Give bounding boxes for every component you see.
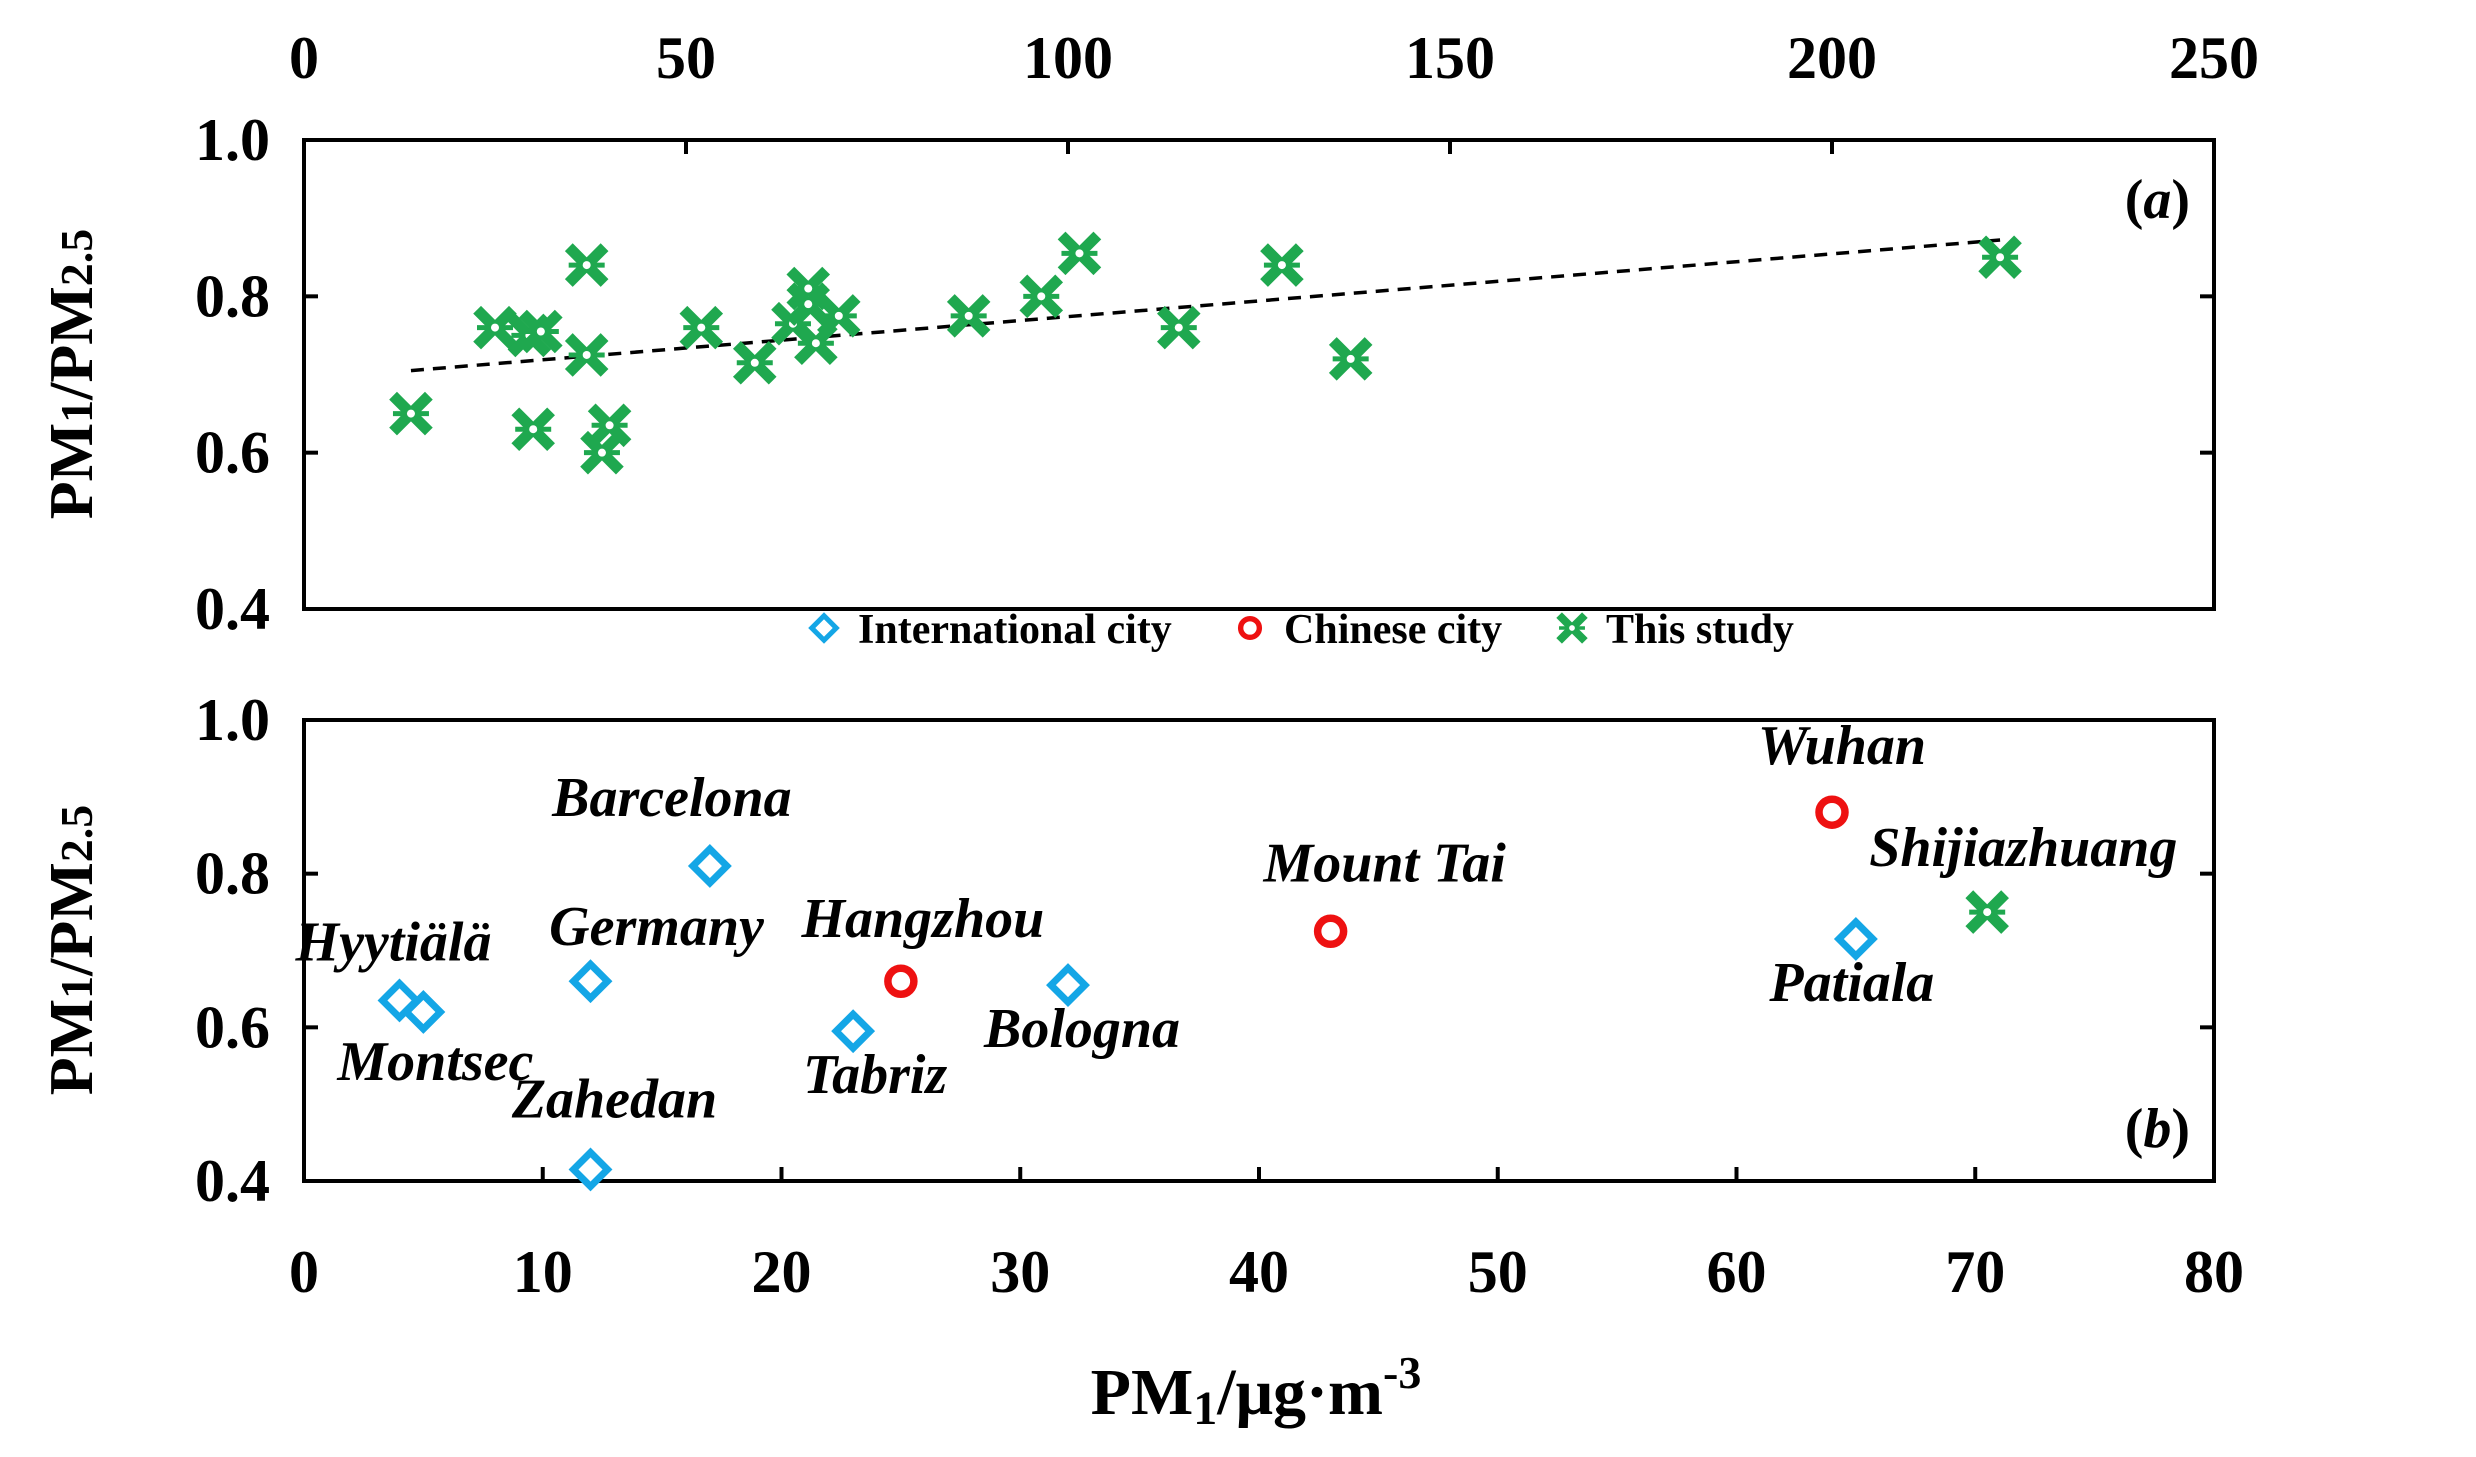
legend-marker: [1556, 612, 1588, 644]
data-point-this-study: [587, 403, 632, 448]
x-tick-label: 50: [656, 25, 716, 91]
x-tick-label: 150: [1405, 25, 1495, 91]
data-point-this-study: [1978, 235, 2022, 280]
x-tick-label: 100: [1023, 25, 1113, 91]
data-point-this-study: [817, 294, 861, 338]
data-point-this-study: [1260, 243, 1304, 287]
data-point-this-study: [564, 333, 609, 377]
point-label-hangzhou: Hangzhou: [800, 888, 1044, 950]
data-point-this-study: [519, 309, 563, 354]
y-tick-label: 0.6: [195, 994, 270, 1060]
y-tick-label: 1.0: [195, 687, 270, 753]
data-point-tabriz: [831, 1009, 876, 1054]
x-tick-label: 200: [1787, 25, 1877, 91]
x-tick-label: 0: [289, 1239, 319, 1305]
x-tick-label: 70: [1945, 1239, 2005, 1305]
x-tick-label: 60: [1707, 1239, 1767, 1305]
panel-a-y-axis-label: PM1/PM2.5: [38, 229, 106, 520]
x-tick-label: 40: [1229, 1239, 1289, 1305]
data-point-montsec: [401, 990, 446, 1034]
panel-a-label: (a): [2125, 169, 2190, 231]
legend-item: International city: [808, 607, 1172, 653]
data-point-this-study: [389, 391, 433, 436]
point-label-zahedan: Zahedan: [511, 1068, 717, 1130]
trendline: [410, 238, 2001, 373]
legend-label: Chinese city: [1284, 607, 1502, 653]
panel-a-points: [389, 231, 2022, 475]
panel-b: 0 10 20 30 40 50 60 70 80 0.4 0.6 0.8 1.0 Hyytiälä M…: [38, 687, 2244, 1435]
panel-b-x-ticks: 0 10 20 30 40 50 60 70 80: [289, 1167, 2244, 1305]
panel-b-y-axis-label: PM1/PM2.5: [38, 805, 106, 1096]
legend-item: This study: [1556, 607, 1794, 653]
x-tick-label: 80: [2184, 1239, 2244, 1305]
y-tick-label: 0.8: [195, 263, 270, 329]
point-label-germany: Germany: [549, 896, 765, 958]
data-point-this-study: [1019, 274, 1064, 319]
data-point-this-study: [679, 305, 724, 350]
panel-b-point-labels: Hyytiälä Montsec Germany Zahedan Barcelona Ta…: [295, 715, 2178, 1130]
point-label-barcelona: Barcelona: [551, 767, 792, 829]
data-point-hangzhou: [884, 964, 918, 998]
x-axis-label: PM1/μg·m-3: [1091, 1347, 1422, 1435]
data-point-this-study: [1157, 305, 1201, 350]
point-label-shijiazhuang: Shijiazhuang: [1869, 817, 2177, 879]
point-label-wuhan: Wuhan: [1758, 715, 1926, 777]
point-label-tabriz: Tabriz: [803, 1044, 947, 1106]
data-point-germany: [568, 959, 613, 1004]
point-label-hyyti-l-: Hyytiälä: [295, 911, 492, 973]
data-point-patiala: [1833, 917, 1878, 961]
panel-a-frame: [302, 138, 2216, 611]
data-point-mount-tai: [1313, 914, 1348, 949]
x-tick-label: 0: [289, 25, 319, 91]
y-tick-label: 0.4: [195, 1148, 270, 1214]
data-point-this-study: [786, 282, 831, 326]
data-point-this-study: [511, 407, 555, 451]
data-point-zahedan: [568, 1147, 613, 1192]
data-point-this-study: [946, 294, 991, 338]
x-tick-label: 10: [513, 1239, 573, 1305]
y-tick-label: 0.4: [195, 576, 270, 642]
y-tick-label: 0.8: [195, 841, 270, 907]
point-label-montsec: Montsec: [336, 1031, 533, 1093]
panel-b-label: (b): [2125, 1098, 2190, 1160]
panel-a-x-ticks: 0 50 100 150 200 250: [289, 25, 2259, 154]
data-point-this-study: [473, 305, 517, 350]
data-point-bologna: [1046, 963, 1090, 1008]
point-label-mount-tai: Mount Tai: [1262, 832, 1506, 894]
y-tick-label: 1.0: [195, 107, 270, 173]
x-tick-label: 20: [752, 1239, 812, 1305]
legend-label: This study: [1606, 607, 1794, 653]
legend-marker: [808, 612, 840, 644]
panel-a-y-ticks: 0.4 0.6 0.8 1.0: [195, 107, 2214, 642]
data-point-barcelona: [687, 844, 732, 888]
panel-b-y-ticks: 0.4 0.6 0.8 1.0: [195, 687, 2214, 1214]
data-point-wuhan: [1815, 795, 1849, 829]
y-tick-label: 0.6: [195, 420, 270, 486]
data-point-shijiazhuang: [1965, 890, 2009, 934]
point-label-patiala: Patiala: [1768, 952, 1934, 1014]
legend-marker: [1237, 615, 1263, 641]
x-tick-label: 250: [2169, 25, 2259, 91]
x-tick-label: 30: [990, 1239, 1050, 1305]
legend-item: Chinese city: [1237, 607, 1502, 653]
legend-label: International city: [858, 607, 1172, 653]
panel-a: 0 50 100 150 200 250 0.4 0.6 0.8 1.0 (a) PM1/PM2…: [38, 25, 2259, 642]
data-point-this-study: [1328, 337, 1373, 381]
data-point-this-study: [580, 430, 624, 475]
point-label-bologna: Bologna: [983, 998, 1180, 1060]
data-point-this-study: [1057, 231, 1102, 276]
data-point-this-study: [732, 340, 777, 385]
panel-b-points: [377, 795, 2009, 1192]
x-tick-label: 50: [1468, 1239, 1528, 1305]
data-point-this-study: [564, 243, 609, 287]
legend: International city Chinese city This study: [808, 607, 1794, 653]
